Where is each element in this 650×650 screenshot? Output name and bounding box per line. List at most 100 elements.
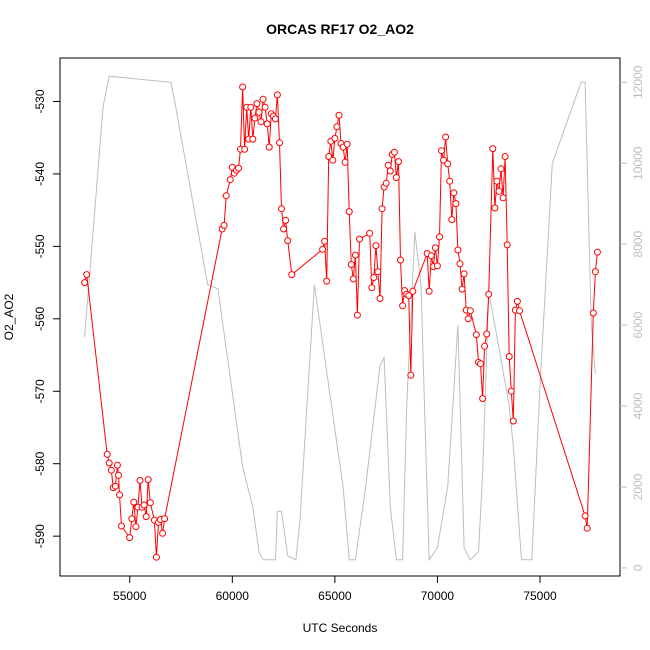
y2-tick-label: 0 bbox=[631, 564, 645, 571]
data-point bbox=[83, 271, 91, 279]
data-point bbox=[126, 534, 134, 542]
data-point bbox=[591, 268, 599, 276]
data-point bbox=[161, 515, 169, 523]
data-point bbox=[284, 237, 292, 245]
x-tick-label: 65000 bbox=[318, 589, 352, 603]
x-axis: 55000 60000 65000 70000 75000 bbox=[113, 575, 557, 603]
data-point bbox=[253, 100, 261, 108]
data-point bbox=[501, 153, 509, 160]
data-point bbox=[491, 204, 499, 212]
data-point bbox=[257, 118, 265, 126]
data-point bbox=[323, 277, 331, 285]
y-tick-label: -560 bbox=[33, 306, 47, 330]
data-point bbox=[220, 221, 228, 229]
data-point bbox=[136, 476, 144, 484]
data-point bbox=[107, 466, 115, 474]
y-axis-label: O2_AO2 bbox=[2, 293, 16, 340]
data-point bbox=[433, 262, 441, 270]
data-point bbox=[450, 189, 458, 197]
data-point bbox=[347, 261, 355, 268]
data-point bbox=[436, 233, 443, 241]
data-point bbox=[115, 471, 122, 479]
data-point bbox=[144, 476, 152, 484]
data-point bbox=[497, 165, 505, 173]
data-point bbox=[593, 248, 601, 256]
data-point bbox=[321, 237, 329, 245]
data-point bbox=[407, 371, 415, 379]
data-point bbox=[249, 135, 257, 143]
data-point bbox=[261, 103, 269, 111]
y2-tick-label: 10000 bbox=[631, 146, 645, 180]
data-point bbox=[288, 271, 296, 279]
data-point bbox=[452, 200, 460, 208]
data-point bbox=[442, 133, 450, 141]
data-point bbox=[265, 143, 273, 151]
data-point bbox=[319, 245, 327, 253]
y-axis-right: 0 2000 4000 6000 8000 10000 12000 bbox=[620, 65, 645, 571]
data-point bbox=[395, 158, 402, 166]
data-point bbox=[509, 417, 517, 425]
data-point bbox=[235, 164, 242, 172]
data-point bbox=[483, 330, 491, 338]
data-point bbox=[241, 145, 249, 153]
data-point bbox=[499, 194, 507, 202]
data-point bbox=[503, 241, 511, 249]
data-point bbox=[397, 256, 404, 264]
data-point bbox=[146, 499, 154, 507]
secondary-series-line bbox=[84, 75, 596, 562]
data-point bbox=[280, 225, 288, 233]
data-point bbox=[456, 260, 464, 268]
data-point bbox=[282, 216, 290, 224]
data-point bbox=[118, 522, 125, 530]
data-point bbox=[386, 167, 394, 175]
data-point bbox=[438, 147, 445, 155]
data-point bbox=[378, 205, 386, 213]
x-tick-label: 75000 bbox=[523, 589, 557, 603]
y2-tick-label: 12000 bbox=[631, 65, 645, 99]
data-point bbox=[374, 268, 382, 276]
data-point bbox=[431, 244, 439, 252]
data-point bbox=[345, 208, 353, 216]
data-point bbox=[341, 158, 349, 166]
data-point bbox=[140, 501, 148, 509]
data-point bbox=[479, 395, 487, 402]
data-point bbox=[349, 275, 357, 283]
data-point bbox=[343, 140, 351, 148]
data-point bbox=[382, 179, 390, 187]
data-point bbox=[399, 302, 407, 310]
data-point bbox=[366, 229, 374, 237]
y-tick-label: -590 bbox=[33, 524, 47, 548]
data-point bbox=[448, 216, 456, 224]
data-point bbox=[335, 111, 343, 119]
data-point bbox=[493, 177, 501, 185]
data-point bbox=[454, 246, 462, 254]
data-point bbox=[368, 284, 376, 292]
data-point bbox=[351, 251, 359, 259]
data-point bbox=[513, 297, 521, 305]
data-point bbox=[130, 498, 138, 506]
series-layer bbox=[81, 75, 601, 562]
data-point bbox=[356, 235, 363, 243]
data-point bbox=[259, 95, 267, 103]
data-point bbox=[370, 274, 378, 281]
data-point bbox=[405, 292, 413, 300]
data-point bbox=[111, 482, 119, 490]
y2-tick-label: 2000 bbox=[631, 473, 645, 500]
data-point bbox=[464, 315, 472, 323]
data-point bbox=[159, 529, 167, 537]
data-point bbox=[105, 459, 113, 467]
data-point bbox=[495, 187, 503, 195]
data-point bbox=[583, 524, 591, 532]
data-point bbox=[239, 83, 247, 91]
data-point bbox=[271, 115, 279, 123]
data-point bbox=[427, 252, 435, 260]
data-point bbox=[251, 114, 259, 122]
data-point bbox=[276, 139, 283, 147]
data-point bbox=[255, 108, 263, 116]
y-tick-label: -570 bbox=[33, 379, 47, 403]
data-point bbox=[458, 285, 466, 293]
data-point bbox=[128, 515, 136, 523]
y-tick-label: -580 bbox=[33, 451, 47, 475]
data-point bbox=[81, 279, 89, 287]
